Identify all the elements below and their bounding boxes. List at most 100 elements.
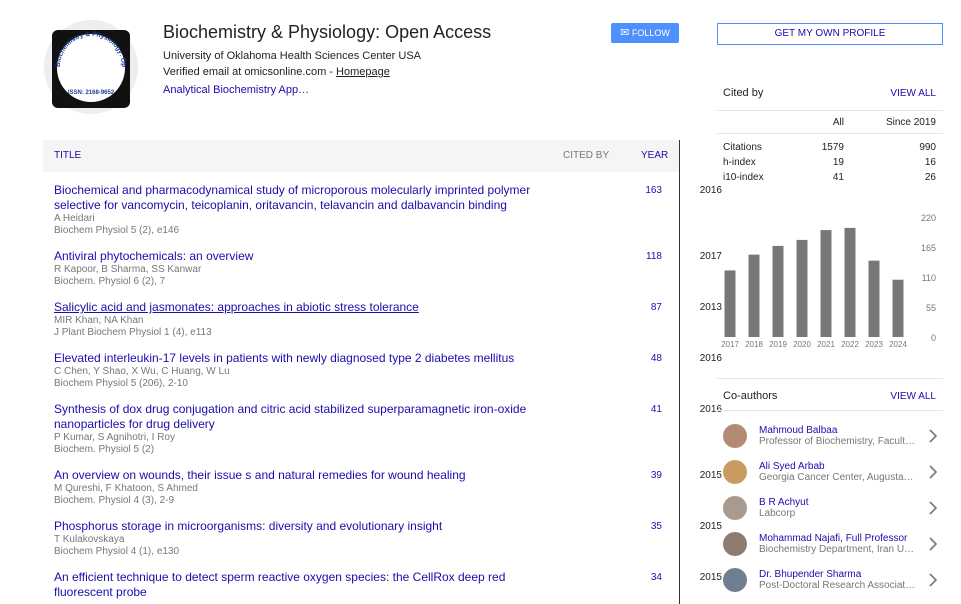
x-tick-label: 2023: [865, 340, 883, 349]
article-authors: M Qureshi, F Khatoon, S Ahmed: [54, 483, 198, 494]
article-authors: P Kumar, S Agnihotri, I Roy: [54, 432, 175, 443]
coauthor-affiliation: Professor of Biochemistry, Facult…: [759, 436, 915, 447]
x-tick-label: 2021: [817, 340, 835, 349]
follow-button[interactable]: ✉ FOLLOW: [611, 23, 679, 43]
metric-since: 26: [924, 172, 936, 183]
chevron[interactable]: [928, 573, 938, 587]
citations-chart: 0 55 110 165 220 2017 2018 2019 2020 2021 2022 2023…: [721, 213, 936, 349]
col-all: All: [832, 117, 844, 128]
metric-since: 16: [924, 157, 936, 168]
x-tick-label: 2019: [769, 340, 787, 349]
bar: [772, 245, 784, 337]
article-venue: Biochem Physiol 5 (2), e146: [54, 225, 180, 236]
article-year: 2015: [699, 470, 722, 481]
article-year: 2016: [699, 353, 722, 364]
article-title[interactable]: An efficient technique to detect sperm r…: [54, 570, 506, 599]
article-venue: Biochem. Physiol 6 (2), 7: [54, 276, 166, 287]
bar: [844, 227, 856, 337]
metric-since: 990: [919, 142, 936, 153]
metric-label[interactable]: Citations: [723, 142, 762, 153]
article-title[interactable]: Antiviral phytochemicals: an overview: [54, 249, 254, 263]
article-row: Phosphorus storage in microorganisms: di…: [54, 519, 722, 558]
chevron[interactable]: [928, 501, 938, 515]
chevron[interactable]: [928, 465, 938, 479]
bar: [820, 230, 832, 337]
chevron-path: [929, 573, 938, 587]
coauthor-name[interactable]: B R Achyut: [759, 497, 809, 508]
x-tick-label: 2022: [841, 340, 859, 349]
article-cited-by[interactable]: 118: [646, 251, 662, 262]
article-row: Elevated interleukin-17 levels in patien…: [54, 351, 722, 390]
coauthor-name[interactable]: Dr. Bhupender Sharma: [759, 569, 862, 580]
coauthor-name[interactable]: Mahmoud Balbaa: [759, 425, 838, 436]
article-year: 2016: [699, 404, 722, 415]
email-line: Verified email at omicsonline.com - Home…: [163, 66, 390, 78]
coauthor-name[interactable]: Ali Syed Arbab: [759, 461, 825, 472]
header-title[interactable]: TITLE: [54, 150, 82, 161]
metric-all: 1579: [821, 142, 844, 153]
article-cited-by[interactable]: 87: [650, 302, 662, 313]
article-row: Synthesis of dox drug conjugation and ci…: [54, 402, 722, 456]
article-cited-by[interactable]: 48: [650, 353, 662, 364]
metric-label[interactable]: i10-index: [723, 172, 764, 183]
article-venue: Biochem. Physiol 4 (3), 2-9: [54, 495, 175, 506]
x-tick-label: 2018: [745, 340, 763, 349]
article-year: 2013: [699, 302, 722, 313]
metric-all: 41: [832, 172, 844, 183]
divider: [679, 140, 680, 604]
header-year[interactable]: YEAR: [641, 150, 669, 161]
chevron[interactable]: [928, 429, 938, 443]
coauthor-affiliation: Post-Doctoral Research Associat…: [759, 580, 916, 591]
get-profile-button[interactable]: GET MY OWN PROFILE: [717, 23, 943, 45]
chevron[interactable]: [928, 537, 938, 551]
coauthor-affiliation: Georgia Cancer Center, Augusta…: [759, 472, 914, 483]
article-title[interactable]: Phosphorus storage in microorganisms: di…: [54, 519, 443, 533]
article-authors: T Kulakovskaya: [54, 534, 125, 545]
separator: [717, 410, 943, 411]
logo-disc: [57, 34, 125, 102]
metric-all: 19: [832, 157, 844, 168]
bar: [724, 270, 736, 337]
y-tick-label: 110: [922, 273, 936, 283]
logo-issn: ISSN: 2168-9652: [68, 90, 115, 96]
article-row: Biochemical and pharmacodynamical study …: [54, 183, 722, 237]
avatar: [723, 424, 747, 448]
separator: [717, 378, 943, 379]
article-year: 2016: [699, 185, 722, 196]
view-all-link[interactable]: VIEW ALL: [890, 88, 936, 99]
y-tick-label: 55: [926, 303, 936, 313]
article-cited-by[interactable]: 39: [650, 470, 662, 481]
interest-link[interactable]: Analytical Biochemistry App…: [163, 84, 310, 96]
bar: [748, 254, 760, 337]
article-authors: C Chen, Y Shao, X Wu, C Huang, W Lu: [54, 366, 230, 377]
coauthor-affiliation: Biochemistry Department, Iran U…: [759, 544, 915, 555]
avatar: [723, 568, 747, 592]
chevron-path: [929, 465, 938, 479]
bar: [892, 279, 904, 337]
article-venue: Biochem. Physiol 5 (2): [54, 444, 155, 455]
article-title[interactable]: Elevated interleukin-17 levels in patien…: [54, 351, 515, 365]
header-cited-by[interactable]: CITED BY: [563, 150, 610, 161]
homepage-link[interactable]: Homepage: [336, 66, 390, 78]
table-header: [43, 140, 679, 172]
article-authors: A Heidari: [54, 213, 95, 224]
metric-label[interactable]: h-index: [723, 157, 756, 168]
article-cited-by[interactable]: 34: [650, 572, 662, 583]
article-cited-by[interactable]: 41: [650, 404, 662, 415]
article-title[interactable]: Biochemical and pharmacodynamical study …: [54, 183, 531, 212]
article-title[interactable]: An overview on wounds, their issue s and…: [54, 468, 466, 482]
avatar: [723, 460, 747, 484]
follow-label: FOLLOW: [631, 28, 670, 38]
article-year: 2015: [699, 572, 722, 583]
x-tick-label: 2024: [889, 340, 907, 349]
view-all-link[interactable]: VIEW ALL: [890, 391, 936, 402]
coauthor-name[interactable]: Mohammad Najafi, Full Professor: [759, 533, 908, 544]
article-cited-by[interactable]: 35: [650, 521, 662, 532]
profile-name: Biochemistry & Physiology: Open Access: [163, 22, 492, 42]
article-title[interactable]: Salicylic acid and jasmonates: approache…: [54, 300, 419, 314]
article-venue: Biochem Physiol 5 (206), 2-10: [54, 378, 188, 389]
email: Verified email at omicsonline.com -: [163, 66, 337, 78]
article-cited-by[interactable]: 163: [645, 185, 662, 196]
article-title[interactable]: Synthesis of dox drug conjugation and ci…: [54, 402, 527, 431]
